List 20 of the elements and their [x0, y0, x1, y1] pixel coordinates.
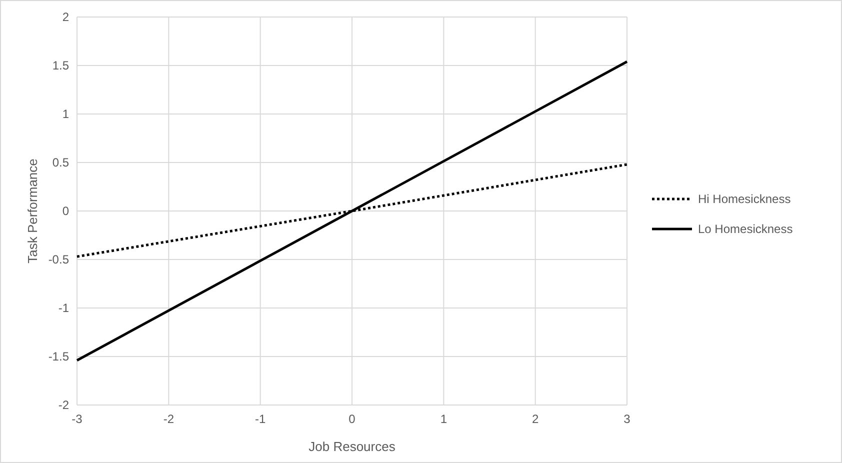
y-tick-label: -1.5	[48, 350, 70, 364]
y-axis-title: Task Performance	[25, 158, 40, 264]
x-tick-label: -1	[254, 412, 266, 426]
y-tick-label: 2	[62, 10, 70, 24]
y-tick-label: 1	[62, 107, 70, 122]
x-tick-label: 0	[348, 412, 356, 426]
legend-label: Lo Homesickness	[698, 222, 793, 236]
x-axis-title: Job Resources	[308, 439, 396, 454]
x-tick-label: 1	[440, 412, 448, 426]
y-tick-label: 0.5	[52, 156, 70, 170]
y-tick-label: 0	[62, 204, 70, 218]
x-tick-label: -2	[163, 412, 174, 426]
legend-label: Hi Homesickness	[698, 192, 791, 206]
y-tick-label: -0.5	[48, 252, 70, 267]
y-tick-label: -2	[58, 398, 70, 412]
x-tick-label: 3	[624, 412, 631, 426]
y-tick-label: 1.5	[52, 58, 70, 73]
x-tick-label: -3	[72, 412, 83, 426]
y-tick-label: -1	[58, 301, 70, 316]
x-tick-label: 2	[532, 412, 539, 426]
